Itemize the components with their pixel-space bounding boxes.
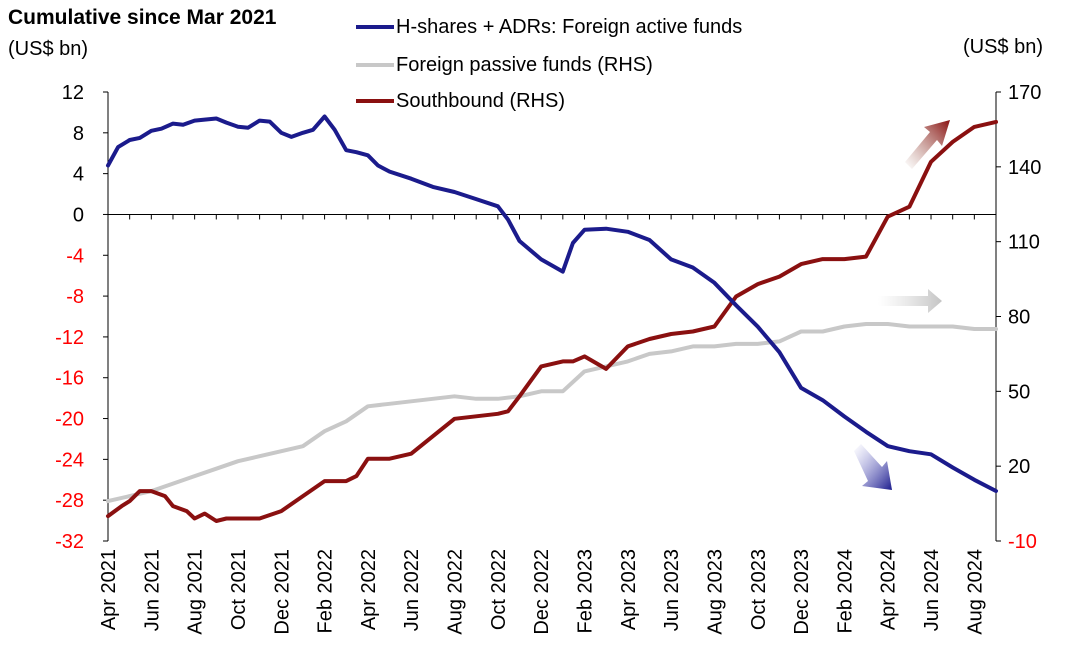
right-tick-label: 50	[1008, 381, 1030, 403]
trend-arrow-up-icon	[905, 120, 950, 169]
x-tick-label: Feb 2022	[315, 549, 337, 634]
x-tick-label: Jun 2021	[141, 549, 163, 631]
x-tick-label: Aug 2022	[445, 549, 467, 635]
legend-item-southbound: Southbound (RHS)	[356, 88, 565, 114]
series-line-active-funds	[106, 114, 998, 493]
legend-swatch-southbound	[356, 99, 394, 103]
left-tick-label: -12	[55, 327, 84, 349]
right-axis-unit: (US$ bn)	[962, 36, 1043, 58]
left-tick-label: -16	[55, 368, 84, 390]
left-tick-label: -24	[55, 449, 84, 471]
x-tick-label: Dec 2021	[271, 549, 293, 635]
left-tick-label: -28	[55, 490, 84, 512]
right-tick-label: -10	[1008, 531, 1037, 553]
right-tick-label: 80	[1008, 307, 1030, 329]
x-tick-label: Oct 2022	[488, 549, 510, 630]
x-tick-label: Dec 2023	[791, 549, 813, 635]
x-tick-label: Feb 2023	[574, 549, 596, 634]
x-tick-label: Apr 2022	[358, 549, 380, 630]
trend-arrow-down-icon	[854, 444, 892, 490]
legend-swatch-active-funds	[356, 25, 394, 29]
x-tick-label: Apr 2024	[878, 549, 900, 630]
left-tick-label: 12	[62, 82, 84, 104]
legend-label-active-funds: H-shares + ADRs: Foreign active funds	[396, 15, 743, 38]
x-tick-label: Aug 2023	[704, 549, 726, 635]
legend-item-passive-funds: Foreign passive funds (RHS)	[356, 52, 653, 78]
x-tick-label: Jun 2024	[921, 549, 943, 631]
right-tick-label: 20	[1008, 456, 1030, 478]
x-tick-label: Dec 2022	[531, 549, 553, 635]
trend-arrow-right-icon	[878, 289, 942, 313]
left-axis-unit: (US$ bn)	[8, 38, 89, 60]
x-tick-label: Aug 2024	[964, 549, 986, 635]
series-line-southbound	[106, 119, 998, 523]
left-tick-label: -20	[55, 409, 84, 431]
x-tick-label: Feb 2024	[834, 549, 856, 634]
x-tick-label: Oct 2023	[748, 549, 770, 630]
left-tick-label: 8	[73, 123, 84, 145]
left-tick-label: -4	[66, 245, 84, 267]
right-tick-label: 110	[1008, 232, 1040, 254]
left-tick-label: 0	[73, 204, 84, 226]
x-tick-label: Jun 2022	[401, 549, 423, 631]
left-tick-label: -8	[66, 286, 84, 308]
legend-item-active-funds: H-shares + ADRs: Foreign active funds	[356, 14, 742, 40]
right-tick-label: 170	[1008, 82, 1041, 104]
legend-swatch-passive-funds	[356, 63, 394, 67]
left-tick-label: -32	[55, 531, 84, 553]
chart-title: Cumulative since Mar 2021	[8, 6, 277, 29]
left-tick-label: 4	[73, 164, 84, 186]
series-line-passive-funds	[106, 322, 998, 504]
legend-label-passive-funds: Foreign passive funds (RHS)	[396, 53, 653, 76]
x-tick-label: Jun 2023	[661, 549, 683, 631]
legend-label-southbound: Southbound (RHS)	[396, 89, 565, 112]
x-tick-label: Apr 2021	[98, 549, 120, 630]
right-tick-label: 140	[1008, 157, 1041, 179]
x-tick-label: Aug 2021	[185, 549, 207, 635]
x-tick-label: Oct 2021	[228, 549, 250, 630]
x-tick-label: Apr 2023	[618, 549, 640, 630]
